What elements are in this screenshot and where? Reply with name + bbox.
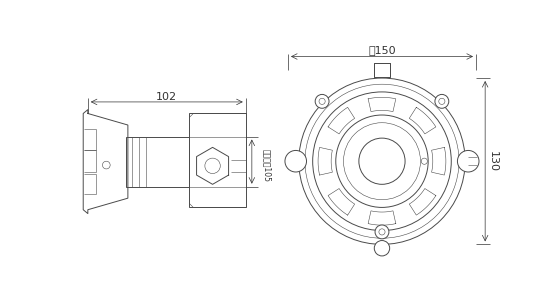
Text: 约150: 约150 xyxy=(368,45,396,55)
Circle shape xyxy=(375,225,389,239)
Circle shape xyxy=(102,161,110,169)
Circle shape xyxy=(439,98,445,105)
Circle shape xyxy=(379,229,385,235)
Circle shape xyxy=(359,138,405,184)
Polygon shape xyxy=(409,107,436,134)
Circle shape xyxy=(343,123,421,200)
Circle shape xyxy=(312,92,451,230)
Polygon shape xyxy=(368,97,396,112)
Polygon shape xyxy=(318,147,332,175)
Polygon shape xyxy=(409,188,436,215)
Circle shape xyxy=(458,150,479,172)
Polygon shape xyxy=(432,147,446,175)
Bar xyxy=(126,136,189,187)
Polygon shape xyxy=(328,107,355,134)
Circle shape xyxy=(375,240,389,256)
Text: 安装尺寸105: 安装尺寸105 xyxy=(263,149,272,182)
Circle shape xyxy=(305,84,459,238)
Circle shape xyxy=(421,158,427,164)
Bar xyxy=(189,113,246,207)
Circle shape xyxy=(205,158,220,174)
Text: 102: 102 xyxy=(156,92,177,102)
Circle shape xyxy=(315,95,329,108)
Circle shape xyxy=(299,78,465,244)
Circle shape xyxy=(285,150,306,172)
Text: 130: 130 xyxy=(488,151,498,172)
Polygon shape xyxy=(368,211,396,225)
Polygon shape xyxy=(196,147,229,184)
Circle shape xyxy=(319,98,325,105)
Polygon shape xyxy=(328,188,355,215)
Polygon shape xyxy=(83,110,128,214)
Circle shape xyxy=(435,95,449,108)
Bar xyxy=(373,63,390,77)
Circle shape xyxy=(336,115,428,207)
